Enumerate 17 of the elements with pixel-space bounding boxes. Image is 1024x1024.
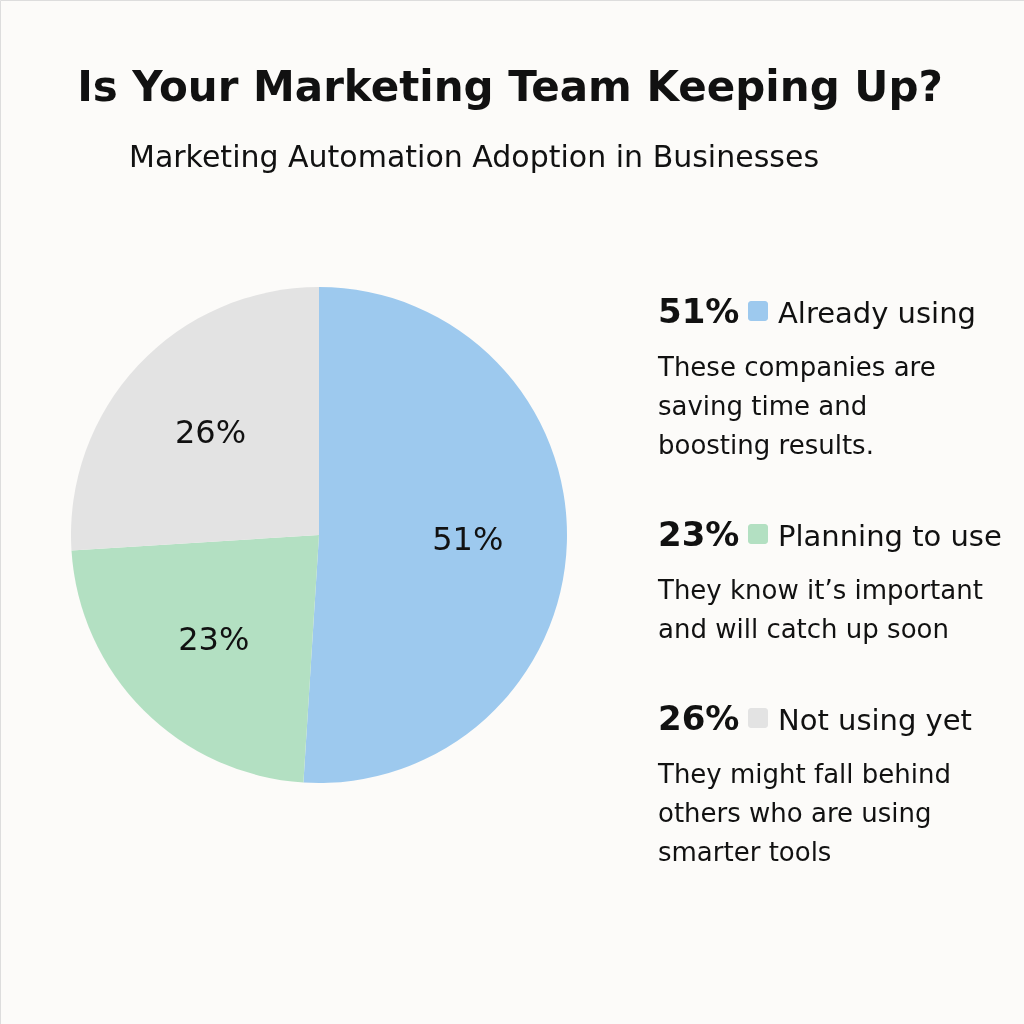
chart-title: Is Your Marketing Team Keeping Up? [77,62,943,111]
text: They know it’s important and will catch up soon [657,575,983,644]
text: 51% [658,291,740,331]
legend-label: Already using [778,296,976,330]
data-label: 26% [174,413,247,452]
text: 23% [658,514,740,554]
pie-slice [303,287,567,783]
legend-label: Planning to use [778,519,1002,553]
text: These companies are saving time and boosting results. [657,352,936,460]
legend-label: Not using yet [778,703,972,737]
data-label: 23% [178,620,250,659]
chart-subtitle: Marketing Automation Adoption in Businesses [128,139,820,174]
text: 26% [658,698,740,738]
data-label: 51% [432,519,504,558]
pie-slice [71,535,319,783]
pie-slice [71,287,319,551]
text: They might fall behind others who are using smarter tools [657,759,951,867]
